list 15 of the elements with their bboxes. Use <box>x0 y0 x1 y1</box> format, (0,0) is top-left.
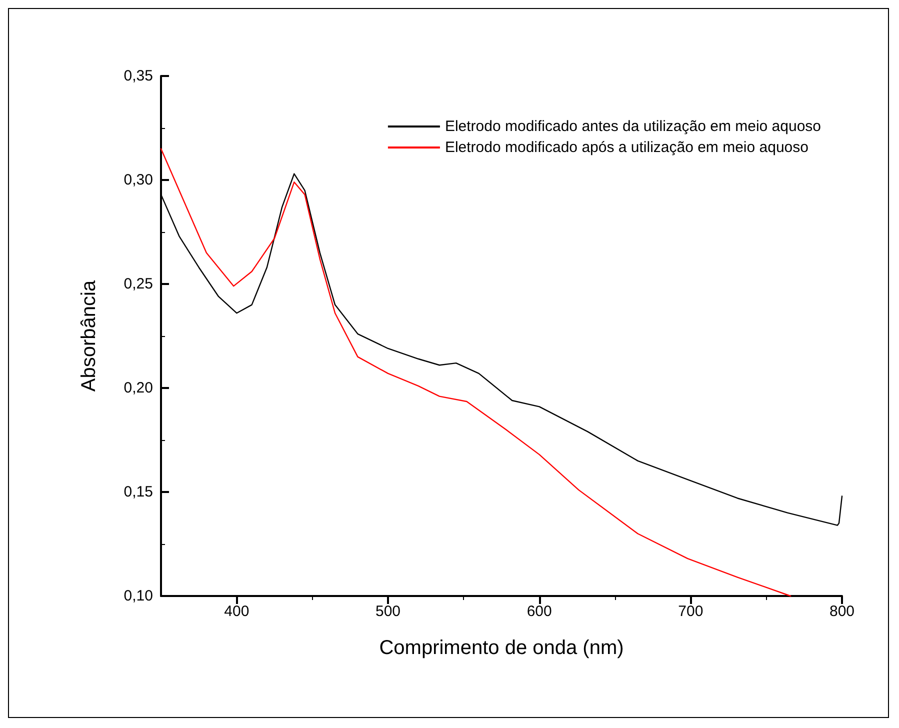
x-axis-title: Comprimento de onda (nm) <box>379 637 624 659</box>
y-tick-label: 0,25 <box>124 276 153 292</box>
x-tick-label: 700 <box>678 603 704 620</box>
y-tick-label: 0,30 <box>124 172 153 188</box>
y-tick-label: 0,15 <box>124 484 153 500</box>
legend-label: Eletrodo modificado após a utilização em meio aquoso <box>444 139 808 156</box>
y-tick-label: 0,35 <box>124 68 153 84</box>
y-tick-label: 0,10 <box>124 588 153 604</box>
legend-label: Eletrodo modificado antes da utilização em meio aquoso <box>444 118 822 135</box>
x-tick-label: 500 <box>375 603 401 620</box>
x-tick-label: 800 <box>829 603 855 620</box>
y-axis-title: Absorbância <box>78 280 100 392</box>
x-tick-label: 400 <box>224 603 250 620</box>
x-tick-label: 600 <box>526 603 552 620</box>
y-tick-label: 0,20 <box>124 380 153 396</box>
